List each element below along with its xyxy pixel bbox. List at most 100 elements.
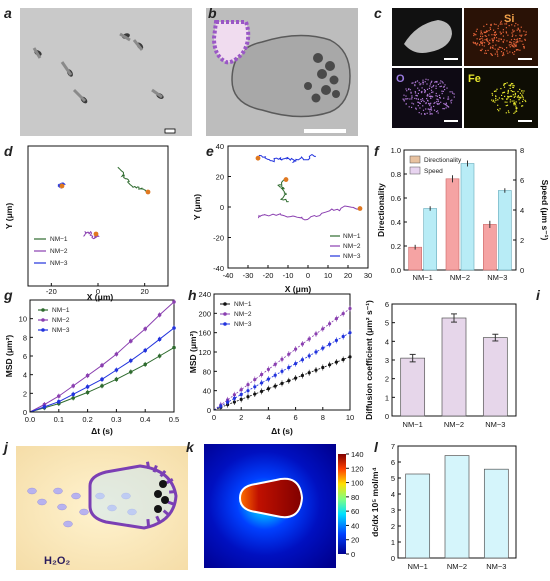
signal-dot — [504, 101, 506, 103]
signal-dot — [489, 28, 492, 30]
signal-dot — [486, 30, 488, 32]
signal-dot — [426, 88, 429, 90]
data-point — [334, 360, 338, 364]
data-point — [328, 363, 332, 367]
signal-dot — [500, 22, 502, 24]
signal-dot — [511, 100, 513, 102]
signal-dot — [418, 89, 420, 91]
y-ticks: 0.0 0.2 0.4 0.6 0.8 1.0 — [391, 146, 407, 275]
signal-dot — [493, 38, 495, 40]
signal-dot — [507, 90, 509, 92]
data-point — [280, 369, 284, 373]
panel-a: a — [4, 5, 192, 136]
signal-dot — [453, 96, 455, 98]
signal-dot — [435, 95, 437, 97]
signal-dot — [429, 95, 431, 97]
signal-dot — [498, 48, 500, 50]
tick-label: 2 — [391, 522, 395, 531]
signal-dot — [422, 99, 424, 101]
signal-dot — [504, 83, 507, 85]
signal-dot — [490, 24, 492, 26]
data-point — [294, 347, 298, 351]
signal-dot — [438, 94, 440, 96]
signal-dot — [513, 43, 515, 45]
signal-dot — [507, 52, 509, 54]
tick-label: NM−1 — [403, 420, 423, 429]
signal-dot — [503, 54, 505, 56]
signal-dot — [502, 53, 504, 55]
signal-dot — [505, 31, 507, 33]
bars — [408, 160, 512, 271]
legend-item: NM−1 — [50, 236, 68, 243]
signal-dot — [437, 100, 439, 102]
tick-label: 60 — [351, 507, 359, 516]
signal-dot — [511, 90, 513, 93]
signal-dot — [521, 95, 524, 97]
legend-item: NM−3 — [50, 260, 68, 267]
tick-label: NM−2 — [447, 562, 467, 571]
signal-dot — [503, 49, 505, 51]
signal-dot — [480, 35, 482, 37]
legend: NM−1 NM−2 NM−3 — [220, 301, 252, 328]
data-point — [341, 334, 345, 339]
signal-dot — [497, 48, 499, 50]
signal-dot — [493, 29, 495, 31]
tem-image-a — [20, 8, 192, 136]
signal-dot — [491, 94, 494, 96]
signal-dot — [502, 98, 504, 100]
signal-dot — [452, 92, 454, 94]
signal-dot — [405, 103, 407, 105]
tick-label: -30 — [243, 271, 254, 280]
signal-dot — [447, 98, 449, 100]
tick-label: 5 — [385, 319, 389, 328]
data-point — [314, 368, 318, 372]
signal-dot — [439, 82, 441, 84]
panel-letter-c: c — [374, 5, 382, 21]
signal-dot — [430, 106, 432, 108]
signal-dot — [417, 101, 419, 103]
signal-dot — [424, 81, 426, 83]
tick-label: 30 — [364, 271, 372, 280]
signal-dot — [448, 106, 450, 108]
iron-oxide-clusters — [304, 53, 340, 103]
data-point — [71, 396, 75, 400]
x-ticks: 0.0 0.1 0.2 0.3 0.4 0.5 — [25, 409, 179, 424]
bar-directionality — [445, 178, 460, 271]
data-point — [143, 327, 147, 331]
signal-dot — [509, 101, 511, 103]
data-point — [239, 397, 243, 401]
eds-image-fe — [464, 68, 538, 128]
signal-dot — [439, 86, 441, 88]
signal-dot — [495, 96, 497, 98]
tick-label: 20 — [351, 536, 359, 545]
signal-dot — [481, 37, 483, 39]
signal-dot — [442, 90, 444, 92]
signal-dot — [433, 102, 435, 104]
signal-dot — [433, 84, 435, 87]
signal-dot — [440, 85, 442, 87]
signal-dot — [495, 37, 498, 39]
signal-dot — [403, 100, 405, 102]
y-axis-label: MSD (μm²) — [4, 335, 14, 378]
signal-dot — [513, 41, 515, 43]
signal-dot — [476, 28, 478, 30]
signal-dot — [486, 38, 488, 41]
signal-dot — [509, 51, 511, 53]
signal-dot — [472, 41, 474, 43]
signal-dot — [426, 112, 428, 114]
data-point — [100, 384, 104, 388]
signal-dot — [424, 113, 426, 115]
panel-letter-l: l — [374, 439, 379, 455]
panel-letter-b: b — [208, 5, 217, 21]
signal-dot — [479, 49, 482, 51]
data-point — [219, 404, 223, 408]
signal-dot — [512, 34, 514, 36]
signal-dot — [515, 108, 517, 110]
signal-dot — [518, 38, 520, 40]
bar-speed — [423, 208, 437, 271]
signal-dot — [494, 53, 496, 55]
signal-dot — [408, 88, 410, 90]
signal-dot — [506, 98, 508, 100]
x-axis-label: Δt (s) — [271, 426, 293, 436]
tick-label: 40 — [203, 387, 211, 396]
